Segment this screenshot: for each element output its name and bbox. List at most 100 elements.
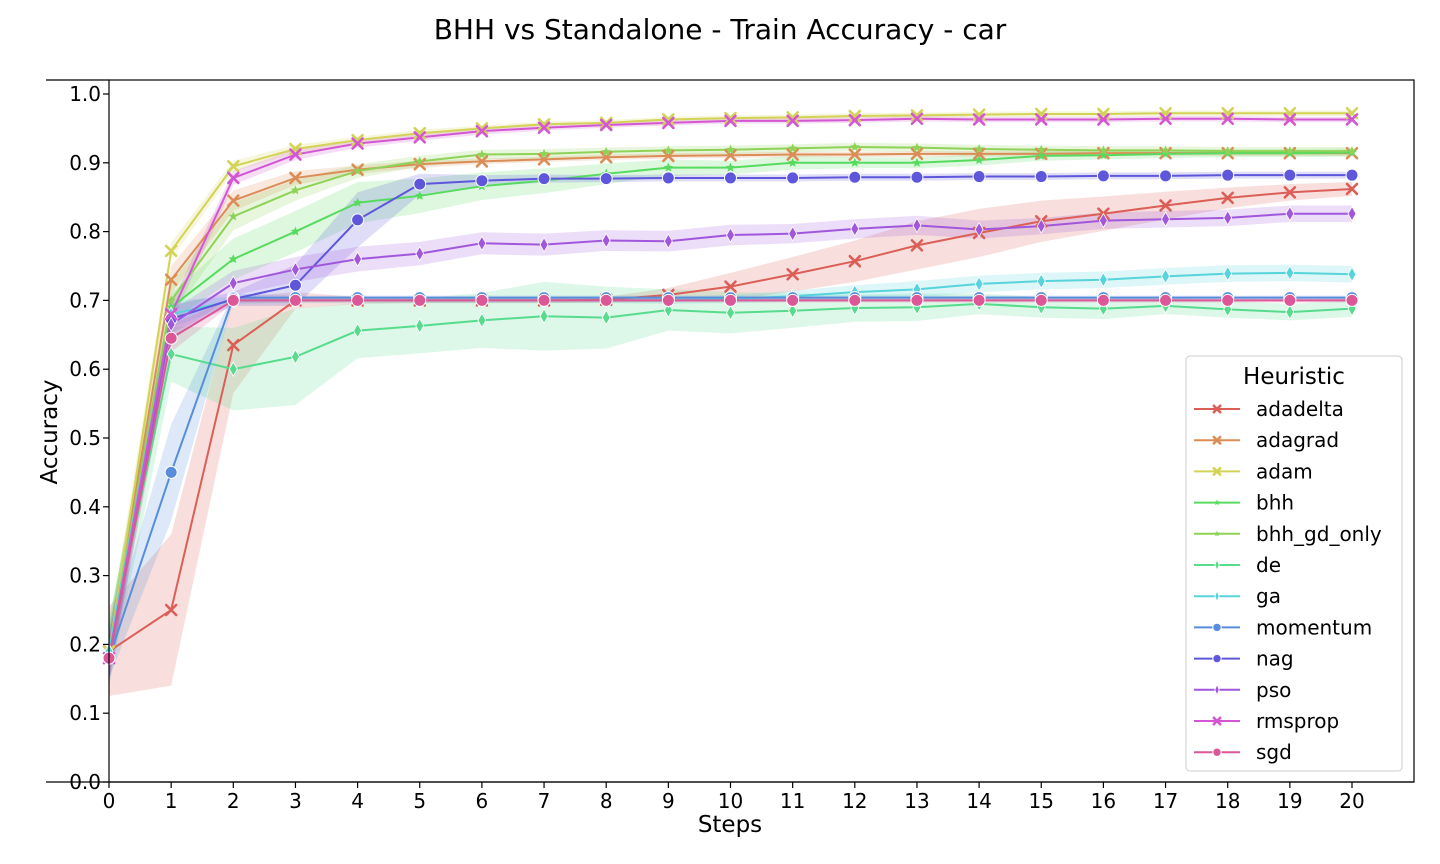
legend-item-rmsprop: rmsprop [1194,709,1339,733]
point-sgd-2 [226,293,240,307]
x-tick-label-14: 14 [966,789,991,813]
point-de-19 [1285,304,1295,320]
point-adagrad-6 [475,155,489,168]
point-bhh_gd_only-16 [1098,145,1109,155]
legend-marker-adagrad [1212,435,1222,445]
legend: Heuristic adadelta adagrad adam bhh bhh_gd_o… [1185,355,1403,772]
legend-item-sgd: sgd [1194,740,1292,764]
point-bhh_gd_only-13 [912,142,922,152]
point-adadelta-11 [786,267,799,281]
point-bhh_gd_only-11 [787,143,798,153]
y-tick-label-0.5: 0.5 [69,426,101,450]
point-bhh_gd_only-9 [663,145,674,155]
point-ga-16 [1098,271,1108,288]
point-rmsprop-9 [662,116,675,130]
point-bhh_gd_only-18 [1222,146,1233,156]
band-rmsprop [109,116,1352,679]
x-axis-ticks: 0 1 2 3 4 5 6 7 8 9 10 11 12 13 14 15 16 17 18 19 20 [103,782,1365,813]
point-rmsprop-20 [1345,113,1359,126]
legend-label-adagrad: adagrad [1256,428,1339,452]
point-sgd-5 [413,293,427,307]
point-adadelta-1 [164,603,178,617]
point-sgd-19 [1283,293,1297,307]
legend-label-rmsprop: rmsprop [1256,709,1339,733]
x-tick-label-6: 6 [476,789,489,813]
point-sgd-12 [848,293,862,307]
point-nag-15 [1034,170,1048,184]
point-sgd-17 [1159,293,1173,307]
point-pso-17 [1161,211,1171,228]
point-nag-6 [475,174,489,188]
x-tick-label-7: 7 [538,789,551,813]
point-rmsprop-18 [1221,112,1234,126]
point-rmsprop-15 [1034,113,1048,126]
point-pso-2 [228,275,238,292]
legend-item-bhh: bhh [1194,491,1294,515]
point-nag-4 [351,213,365,227]
y-tick-label-0.6: 0.6 [69,357,101,381]
point-pso-8 [601,232,611,249]
x-tick-label-19: 19 [1277,789,1302,813]
point-sgd-13 [910,293,924,307]
point-ga-14 [974,276,984,292]
legend-box [1185,355,1403,772]
point-bhh_gd_only-3 [290,185,301,195]
point-bhh-12 [850,157,860,167]
x-tick-label-8: 8 [600,789,613,813]
point-pso-5 [415,245,425,262]
legend-label-pso: pso [1256,678,1291,702]
legend-item-adagrad: adagrad [1194,428,1339,452]
point-sgd-16 [1096,293,1110,307]
point-adadelta-2 [227,338,240,352]
y-axis-ticks: 0.0 0.1 0.2 0.3 0.4 0.5 0.6 0.7 0.8 0.9 1.0 [69,82,109,794]
x-tick-label-13: 13 [904,789,929,813]
point-rmsprop-8 [599,118,613,132]
point-adadelta-19 [1283,186,1297,199]
x-tick-label-2: 2 [227,789,240,813]
point-bhh_gd_only-7 [539,148,549,158]
legend-item-adadelta: adadelta [1194,397,1344,421]
point-adam-13 [910,109,924,122]
point-de-2 [228,361,238,378]
point-nag-12 [848,170,862,184]
x-tick-label-3: 3 [289,789,302,813]
point-rmsprop-16 [1097,113,1110,126]
x-tick-label-18: 18 [1215,789,1240,813]
point-rmsprop-13 [910,112,924,126]
point-adagrad-14 [972,147,986,161]
point-adadelta-10 [724,280,737,293]
point-adagrad-11 [786,148,799,161]
point-nag-16 [1096,169,1110,183]
point-bhh_gd_only-10 [725,144,736,154]
point-rmsprop-17 [1159,112,1172,126]
point-pso-15 [1036,218,1046,234]
point-pso-7 [539,236,549,253]
point-pso-20 [1347,205,1357,222]
legend-marker-adam [1212,466,1222,476]
point-adam-14 [972,108,986,121]
legend-item-bhh_gd_only: bhh_gd_only [1194,522,1382,546]
point-sgd-20 [1345,293,1359,307]
point-bhh-10 [725,162,736,172]
legend-item-adam: adam [1194,459,1313,483]
x-tick-label-5: 5 [413,789,426,813]
point-pso-10 [726,227,735,243]
point-pso-14 [974,221,984,238]
legend-marker-sgd [1212,747,1222,757]
legend-item-de: de [1194,553,1281,577]
point-bhh-16 [1098,150,1109,160]
point-ga-20 [1347,266,1357,283]
point-adagrad-3 [289,171,302,185]
legend-item-momentum: momentum [1194,615,1372,639]
legend-item-pso: pso [1194,678,1291,702]
point-sgd-7 [537,293,551,307]
legend-label-momentum: momentum [1256,615,1372,639]
point-adagrad-8 [599,150,613,164]
x-tick-label-20: 20 [1339,789,1364,813]
point-ga-18 [1223,265,1233,282]
point-adagrad-10 [724,148,737,162]
legend-marker-pso [1214,683,1220,697]
point-pso-12 [850,221,860,237]
point-bhh-3 [290,226,301,236]
